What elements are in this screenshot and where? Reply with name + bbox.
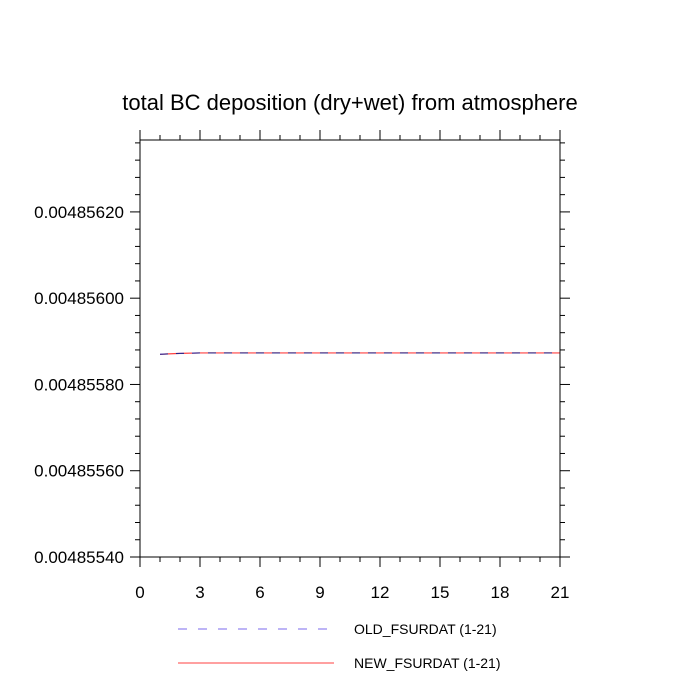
x-tick-label: 21: [551, 583, 570, 602]
y-tick-label: 0.00485540: [34, 548, 124, 567]
x-tick-label: 9: [315, 583, 324, 602]
y-axis: 0.00485540 0.00485560 0.00485580 0.00485600…: [34, 142, 570, 567]
y-tick-label: 0.00485580: [34, 375, 124, 394]
legend: OLD_FSURDAT (1-21) NEW_FSURDAT (1-21): [178, 621, 501, 671]
plot-frame: [139, 139, 561, 558]
x-tick-label: 12: [371, 583, 390, 602]
x-tick-label: 6: [255, 583, 264, 602]
y-tick-label: 0.00485560: [34, 462, 124, 481]
legend-label: NEW_FSURDAT (1-21): [354, 655, 501, 671]
x-tick-label: 3: [195, 583, 204, 602]
x-tick-label: 15: [431, 583, 450, 602]
x-tick-label: 0: [135, 583, 144, 602]
y-tick-label: 0.00485620: [34, 203, 124, 222]
plot-series: [159, 352, 560, 355]
chart-title: total BC deposition (dry+wet) from atmos…: [122, 90, 577, 115]
x-tick-label: 18: [491, 583, 510, 602]
legend-label: OLD_FSURDAT (1-21): [354, 621, 497, 637]
y-tick-label: 0.00485600: [34, 289, 124, 308]
series-line-overlap: [159, 352, 560, 355]
x-axis: 0 3 6 9 12 15 18 21: [135, 130, 569, 602]
